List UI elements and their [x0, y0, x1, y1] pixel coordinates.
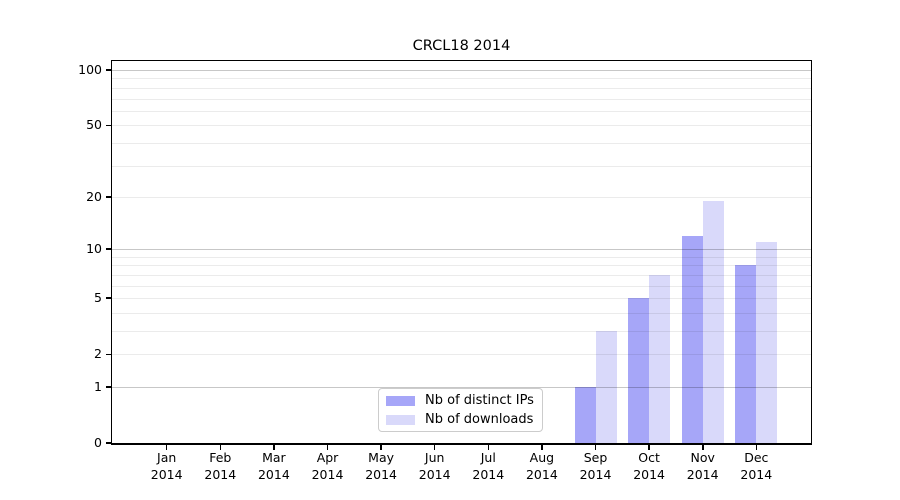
gridline-major: [112, 70, 811, 71]
gridline-minor: [112, 142, 811, 144]
y-tick-mark: [106, 297, 111, 299]
y-tick-label: 5: [94, 290, 102, 306]
x-tick-mark: [648, 445, 650, 450]
legend-label: Nb of downloads: [425, 412, 534, 427]
x-tick-mark: [219, 445, 222, 450]
x-tick-mark: [165, 445, 168, 450]
y-tick-mark: [106, 124, 111, 126]
y-tick-mark: [106, 442, 111, 444]
y-tick-label: 100: [78, 62, 102, 77]
legend-swatch: [386, 395, 415, 406]
y-tick-label: 10: [86, 241, 102, 257]
x-tick-label: Jan 2014: [150, 450, 183, 482]
gridline-minor: [112, 285, 811, 287]
chart-title: CRCL18 2014: [412, 38, 511, 54]
gridline-minor: [112, 331, 811, 332]
x-tick-label: Apr 2014: [311, 450, 344, 482]
gridline-major: [112, 387, 811, 388]
x-tick-mark: [755, 445, 758, 450]
gridline-minor: [112, 274, 811, 276]
gridline-minor: [112, 354, 811, 356]
gridline-minor: [112, 256, 811, 258]
x-tick-label: Mar 2014: [257, 450, 290, 482]
x-tick-label: Jun 2014: [418, 450, 451, 482]
bar-nb-of-downloads-oct: [649, 274, 671, 443]
x-tick-label: May 2014: [365, 450, 397, 482]
y-tick-label: 50: [86, 117, 102, 133]
bars-layer: [112, 61, 811, 443]
y-tick-label: 20: [86, 188, 102, 204]
bar-nb-of-downloads-nov: [702, 200, 724, 443]
y-tick-label: 0: [94, 435, 102, 450]
x-tick-mark: [380, 445, 382, 450]
legend-item: Nb of distinct IPs: [386, 393, 535, 408]
legend: Nb of distinct IPs Nb of downloads: [378, 388, 543, 432]
y-tick-mark: [106, 69, 111, 71]
gridline-minor: [112, 98, 811, 100]
legend-item: Nb of downloads: [386, 412, 535, 427]
x-tick-label: Aug 2014: [525, 450, 558, 482]
x-tick-label: Nov 2014: [686, 450, 719, 482]
bar-nb-of-downloads-sep: [595, 331, 617, 443]
x-tick-mark: [273, 445, 275, 450]
gridline-minor: [112, 125, 811, 127]
x-tick-mark: [702, 445, 704, 450]
x-tick-mark: [594, 445, 597, 450]
bar-nb-of-distinct-ips-nov: [681, 235, 703, 443]
x-tick-mark: [487, 445, 490, 450]
plot-area: [112, 61, 811, 443]
gridline-minor: [112, 87, 811, 89]
gridline-minor: [112, 78, 811, 80]
y-tick-label: 2: [94, 346, 102, 362]
y-tick-mark: [106, 196, 111, 198]
x-tick-label: Jul 2014: [472, 450, 505, 482]
x-tick-mark: [541, 445, 543, 450]
x-tick-label: Dec 2014: [740, 450, 773, 482]
y-tick-mark: [106, 248, 111, 250]
gridline-minor: [112, 196, 811, 198]
y-tick-mark: [106, 353, 111, 355]
legend-label: Nb of distinct IPs: [425, 393, 534, 408]
gridlines-layer: [112, 61, 811, 443]
gridline-major: [112, 249, 811, 251]
gridline-minor: [112, 298, 811, 300]
bar-nb-of-downloads-dec: [756, 242, 778, 443]
x-tick-label: Oct 2014: [633, 450, 665, 482]
legend-swatch: [386, 414, 415, 425]
x-tick-mark: [433, 445, 436, 450]
bar-nb-of-distinct-ips-dec: [735, 265, 757, 443]
bar-nb-of-distinct-ips-oct: [628, 298, 650, 443]
gridline-minor: [112, 312, 811, 314]
y-tick-label: 1: [94, 379, 102, 394]
y-tick-mark: [106, 386, 111, 388]
x-tick-label: Feb 2014: [204, 450, 237, 482]
gridline-minor: [112, 165, 811, 167]
gridline-minor: [112, 110, 811, 112]
bar-nb-of-distinct-ips-sep: [574, 387, 596, 443]
gridline-minor: [112, 265, 811, 267]
x-tick-mark: [326, 445, 329, 450]
x-tick-label: Sep 2014: [579, 450, 612, 482]
